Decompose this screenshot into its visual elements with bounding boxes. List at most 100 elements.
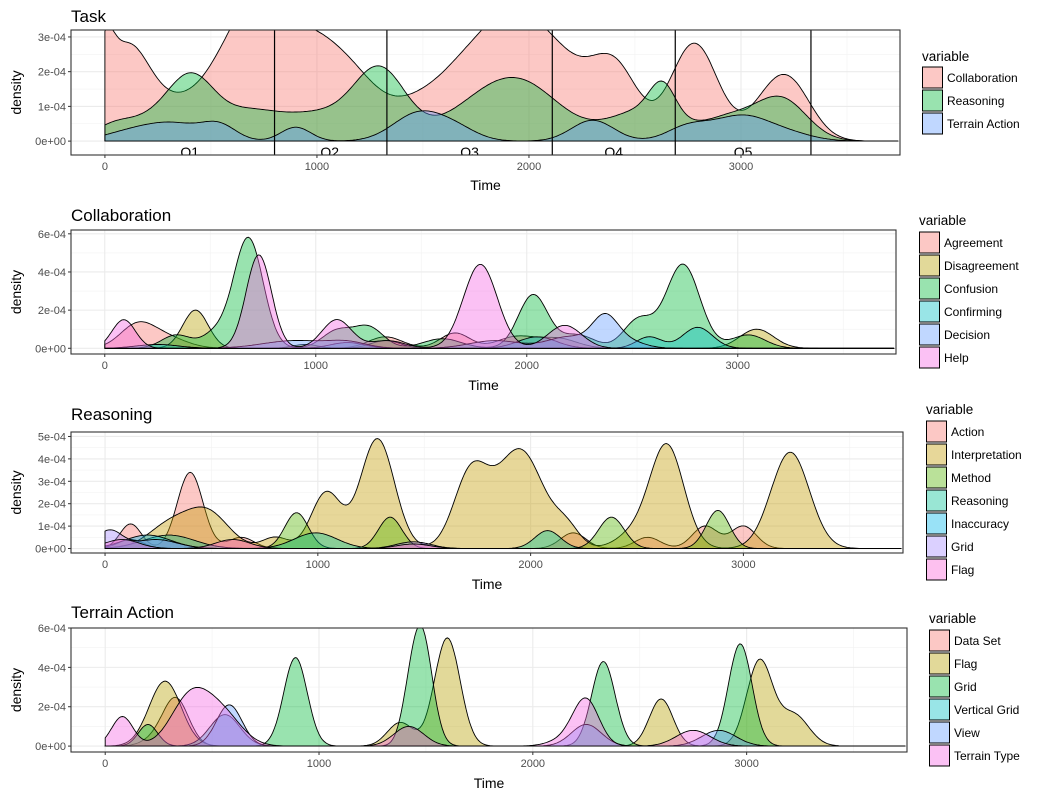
legend-label: Method [951,471,991,485]
legend-key-background [929,699,950,720]
x-tick-label: 1000 [306,559,330,571]
panel-border [70,229,897,355]
x-tick-label: 0 [102,758,108,770]
y-tick-label: 2e-04 [38,499,66,511]
legend-label: Interpretation [951,448,1022,462]
legend-swatch [919,346,940,369]
density-area-help [104,254,895,349]
x-axis-label: Time [468,377,499,393]
legend-label: Flag [954,657,977,671]
legend-label: Agreement [944,236,1003,250]
legend-label: Terrain Action [947,117,1020,131]
y-tick-label: 0e+00 [35,544,66,556]
x-tick-label: 1000 [307,758,331,770]
legend-swatch [929,721,950,744]
legend-key-background [926,513,947,534]
y-tick-label: 1e-04 [38,521,66,533]
legend-swatch [929,652,950,675]
legend-key-background [922,113,943,134]
y-tick-label: 2e-04 [38,305,66,317]
legend-key-background [922,67,943,88]
legend-label: Reasoning [947,94,1004,108]
y-axis-label: density [8,470,24,514]
legend-key-background [919,232,940,253]
facet-panel-2: 0e+00 1e-04 2e-04 3e-04 4e-04 5e-04 0 1000 2000 3… [8,402,1022,592]
legend-label: Vertical Grid [954,703,1019,717]
panel-border [70,431,904,554]
y-tick-label: 0e+00 [35,343,66,355]
quarter-label: Q2 [320,144,339,160]
x-tick-label: 0 [102,360,108,372]
x-tick-label: 0 [102,559,108,571]
legend-key-background [926,421,947,442]
panel-border [70,29,901,156]
x-tick-label: 2000 [521,758,545,770]
legend-key-background [919,324,940,345]
density-areas [104,236,895,349]
legend-swatch [926,420,947,443]
x-tick-label: 2000 [518,559,542,571]
legend-key-background [919,278,940,299]
density-area-terrain-type [104,686,906,747]
y-tick-label: 0e+00 [35,136,66,148]
x-tick-label: 3000 [726,360,750,372]
legend-label: Inaccuracy [951,517,1009,531]
density-areas [104,438,902,549]
legend-swatch [926,512,947,535]
y-tick-label: 0e+00 [35,741,66,753]
facet-panel-1: 0e+00 2e-04 4e-04 6e-04 0 1000 2000 3000 Collabo… [8,206,1019,393]
legend-key-background [926,444,947,465]
y-tick-label: 2e-04 [38,67,66,79]
density-area-collaboration [104,30,899,142]
x-axis-label: Time [472,576,503,592]
legend: variable Collaboration Reasoning Terrain Ac… [922,49,1020,135]
y-tick-label: 2e-04 [38,702,66,714]
legend-label: Collaboration [947,71,1018,85]
legend-key-background [926,467,947,488]
panel-title: Reasoning [71,405,152,424]
legend-swatch [926,558,947,581]
x-axis-label: Time [470,177,501,193]
legend: variable Data Set Flag Grid Vertical Grid Vie… [929,611,1020,767]
legend-swatch [919,231,940,254]
facet-panel-3: 0e+00 2e-04 4e-04 6e-04 0 1000 2000 3000 Terrain… [8,603,1020,791]
legend-swatch [929,744,950,767]
legend-title: variable [922,49,969,64]
legend-swatch [919,323,940,346]
y-tick-label: 4e-04 [38,267,66,279]
legend: variable Action Interpretation Method Reason… [926,402,1022,581]
legend-swatch [926,466,947,489]
legend-label: Terrain Type [954,749,1020,763]
y-tick-label: 1e-04 [38,101,66,113]
legend-label: Disagreement [944,259,1019,273]
density-area-interpretation [104,438,902,549]
legend-swatch [922,112,943,135]
legend-title: variable [926,402,973,417]
x-axis-label: Time [474,775,505,791]
panel-title: Task [71,7,106,26]
legend-swatch [926,443,947,466]
density-areas [104,30,899,142]
panel-background [71,230,896,354]
legend-key-background [929,722,950,743]
legend-label: Decision [944,328,990,342]
legend-label: Data Set [954,634,1001,648]
density-area-flag [104,539,902,549]
legend-swatch [919,254,940,277]
legend-label: Help [944,351,969,365]
panel-title: Terrain Action [71,603,174,622]
legend-swatch [926,489,947,512]
x-tick-label: 1000 [305,161,329,173]
legend-key-background [919,255,940,276]
legend: variable Agreement Disagreement Confusion Co… [919,213,1019,369]
y-tick-label: 5e-04 [38,431,66,443]
legend-key-background [926,536,947,557]
y-tick-label: 3e-04 [38,476,66,488]
density-areas [104,628,906,747]
facet-panel-0: Q1 Q2 Q3 Q4 Q5 0e+00 1e-04 2e-04 3e-04 0 1000 2000 3… [8,7,1020,193]
legend-key-background [919,301,940,322]
legend-label: View [954,726,980,740]
quarter-label: Q4 [604,144,623,160]
legend-key-background [929,630,950,651]
panel-border [70,627,908,753]
